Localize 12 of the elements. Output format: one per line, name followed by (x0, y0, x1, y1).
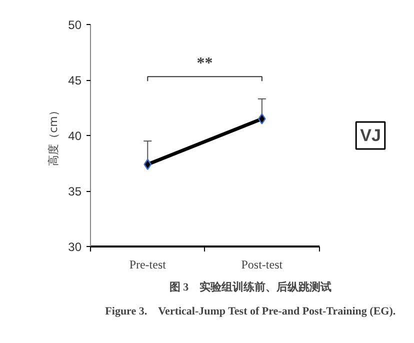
y-tick-label: 50 (68, 18, 82, 32)
y-axis-title: 高度（cm） (47, 105, 60, 166)
text: VJ (360, 126, 381, 145)
y-tick-label: 35 (68, 184, 82, 198)
y-tick-label: 40 (68, 129, 82, 143)
y-tick-label: 30 (68, 240, 82, 254)
x-tick-label: Post-test (241, 258, 284, 272)
caption: 图 3 实验组训练前、后纵跳测试 (169, 280, 332, 294)
y-tick-label: 45 (68, 74, 82, 88)
x-tick-label: Pre-test (129, 258, 167, 272)
caption: Figure 3. Vertical-Jump Test of Pre-and Post-Training (EG). (105, 306, 396, 318)
annotation: ** (196, 55, 213, 72)
